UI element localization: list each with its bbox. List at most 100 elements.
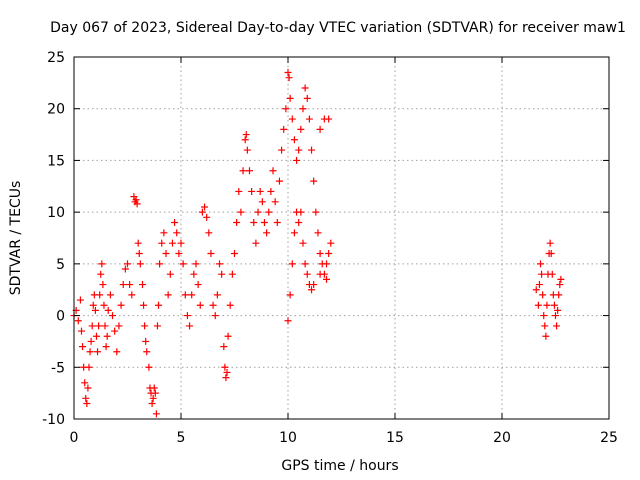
data-point [286,94,294,102]
data-point [275,177,283,185]
data-point [216,260,224,268]
data-point [126,281,134,289]
data-point [155,301,163,309]
data-point [95,322,103,330]
data-point [83,399,91,407]
data-point [303,94,311,102]
data-point [162,250,170,258]
data-point [149,394,157,402]
data-point [312,208,320,216]
data-point [325,250,333,258]
x-tick-label: 20 [493,430,511,446]
data-point [194,281,202,289]
data-point [205,229,213,237]
data-point [142,337,150,345]
data-point [143,348,151,356]
data-point [308,286,316,294]
data-point [263,229,271,237]
data-point [103,332,111,340]
data-point [135,250,143,258]
data-point [74,317,82,325]
data-point [183,312,191,320]
data-point [136,260,144,268]
data-point [97,270,105,278]
data-point [226,301,234,309]
data-point [228,270,236,278]
data-point [179,260,187,268]
plot-frame [73,56,610,420]
data-point [316,250,324,258]
grid [74,57,609,419]
data-point [539,291,547,299]
data-point [282,105,290,113]
data-point [89,301,97,309]
data-point [106,291,114,299]
data-point [168,239,176,247]
data-point [265,208,273,216]
data-point [323,260,331,268]
data-point [151,389,159,397]
data-point [88,322,96,330]
data-point [323,275,331,283]
data-point [252,239,260,247]
data-point [248,187,256,195]
data-point [98,260,106,268]
y-tick-label: -10 [42,412,65,428]
data-point [91,306,99,314]
data-point [96,291,104,299]
data-point [173,229,181,237]
data-point [156,260,164,268]
data-point [288,260,296,268]
data-point [171,218,179,226]
data-point [290,229,298,237]
data-point [541,322,549,330]
data-point [557,275,565,283]
data-point [243,146,251,154]
data-point [297,125,305,133]
data-point [109,312,117,320]
data-point [555,291,563,299]
data-point [207,250,215,258]
data-point [553,322,561,330]
data-point [160,229,168,237]
data-point [556,281,564,289]
data-point [121,265,129,273]
data-point [235,187,243,195]
x-tick-label: 10 [279,430,297,446]
data-point [299,105,307,113]
data-point [119,281,127,289]
data-point [242,131,250,139]
data-point [203,213,211,221]
data-point [301,84,309,92]
data-point [285,74,293,82]
data-point [278,146,286,154]
data-point [153,322,161,330]
data-point [550,301,558,309]
data-point [284,317,292,325]
data-point [218,270,226,278]
data-point [290,136,298,144]
x-axis-label: GPS time / hours [281,458,398,474]
data-point [150,384,158,392]
data-point [245,167,253,175]
data-point [280,125,288,133]
data-point [94,348,102,356]
data-point [293,156,301,164]
data-point [84,384,92,392]
data-point [295,146,303,154]
data-point [269,167,277,175]
data-point [115,322,123,330]
data-point [284,69,292,77]
y-tick-label: 15 [47,153,65,169]
data-point [222,374,230,382]
data-point [271,198,279,206]
data-point [554,306,562,314]
data-point [543,301,551,309]
x-tick-label: 15 [386,430,404,446]
data-point [223,368,231,376]
data-point [86,348,94,356]
data-point [231,250,238,258]
data-point [192,260,200,268]
data-point [158,239,166,247]
y-tick-label: 10 [47,205,65,221]
